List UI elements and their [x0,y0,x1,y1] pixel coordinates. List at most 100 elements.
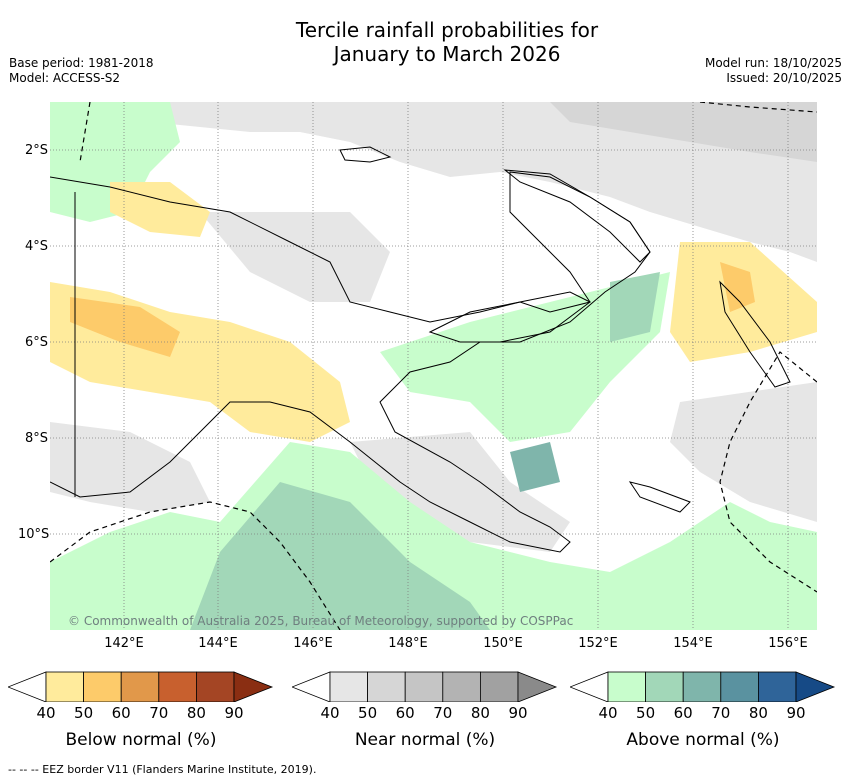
colorbar-segment [607,671,646,702]
near-normal-region-ne-dark [550,102,817,162]
colorbar-tick-label: 60 [111,704,131,722]
colorbar-segment [442,671,481,702]
colorbar-segment [158,671,197,702]
ticks-above-normal: 40 50 60 70 80 90 [570,704,836,722]
colorbar-segment [45,671,84,702]
colorbar-segment [120,671,160,702]
lat-label-4s: 4°S [24,239,48,254]
coastlines [50,146,791,553]
colorbar-tick-label: 80 [470,704,490,722]
near-normal-region-east [670,382,817,522]
lat-label-6s: 6°S [24,335,48,350]
ticks-below-normal: 40 50 60 70 80 90 [8,704,274,722]
legend-near-normal: 40 50 60 70 80 90 Near normal (%) [292,668,558,758]
colorbar-left-extension [8,671,47,702]
louisiade-outline [628,481,691,513]
below-normal-region-east-mid [720,262,755,312]
colorbar-left-extension [570,671,609,702]
colorbar-segment [720,671,759,702]
eez-border-south-west [50,501,341,630]
eez-border-west [79,102,91,163]
model-run-text: Model run: 18/10/2025 [704,56,842,70]
colorbar-tick-label: 90 [224,704,244,722]
lon-label-142e: 142°E [104,636,144,651]
below-normal-region-north [110,182,210,237]
above-normal-region-east-mid [510,442,560,492]
colorbar-tick-label: 50 [636,704,656,722]
near-normal-region-north [150,102,817,262]
above-normal-region-nw [50,102,180,222]
colorbar-segment [404,671,444,702]
eez-border-east [719,351,817,593]
issued-text: Issued: 20/10/2025 [726,71,842,85]
colorbar-segment [83,671,122,702]
lon-label-148e: 148°E [388,636,428,651]
ticks-near-normal: 40 50 60 70 80 90 [292,704,558,722]
colorbar-segment [195,671,235,702]
legend-title-above-normal: Above normal (%) [626,730,780,750]
colorbar-tick-label: 70 [433,704,453,722]
meta-right: Model run: 18/10/2025 Issued: 20/10/2025 [705,56,842,86]
legend-title-near-normal: Near normal (%) [354,730,496,750]
base-period-text: Base period: 1981-2018 [9,56,154,70]
near-normal-region-central [200,212,390,302]
colorbar-below-normal [8,671,274,702]
colorbar-tick-label: 40 [598,704,618,722]
colorbar-segment [757,671,797,702]
copyright-notice: © Commonwealth of Australia 2025, Bureau… [68,614,574,628]
map-panel [50,102,817,630]
colorbar-tick-label: 90 [508,704,528,722]
lon-label-156e: 156°E [768,636,808,651]
colorbar-segment [645,671,684,702]
new-ireland-outline [503,169,651,263]
legend-below-normal: 40 50 60 70 80 90 Below normal (%) [8,668,274,758]
colorbar-tick-label: 40 [36,704,56,722]
near-normal-region-west [50,422,210,512]
new-guinea-mainland-outline [50,171,651,553]
colorbar-segment [329,671,368,702]
colorbar-tick-label: 50 [358,704,378,722]
manus-outline [339,146,392,163]
lon-label-154e: 154°E [673,636,713,651]
lat-label-2s: 2°S [24,143,48,158]
above-normal-region-south-mid [190,482,490,630]
eez-borders [50,102,817,630]
lon-label-152e: 152°E [578,636,618,651]
colorbar-near-normal [292,671,558,702]
above-normal-region-central [380,272,670,442]
colorbar-tick-label: 80 [748,704,768,722]
colorbar-segment [367,671,406,702]
eez-footer-note: -- -- -- EEZ border V11 (Flanders Marine… [8,763,317,776]
legend-title-below-normal: Below normal (%) [65,730,217,750]
model-text: Model: ACCESS-S2 [9,71,121,85]
lon-label-150e: 150°E [483,636,523,651]
bougainville-outline [719,280,791,388]
colorbar-left-extension [292,671,331,702]
colorbar-right-extension [233,671,274,702]
colorbar-tick-label: 50 [74,704,94,722]
title-line-1: Tercile rainfall probabilities for [295,18,599,42]
colorbar-tick-label: 70 [711,704,731,722]
lat-label-10s: 10°S [18,527,50,542]
colorbar-segment [682,671,722,702]
meta-left: Base period: 1981-2018 Model: ACCESS-S2 [9,56,154,86]
colorbar-right-extension [795,671,836,702]
colorbar-tick-label: 70 [149,704,169,722]
lat-label-8s: 8°S [24,431,48,446]
legend-above-normal: 40 50 60 70 80 90 Above normal (%) [570,668,836,758]
colorbar-tick-label: 60 [673,704,693,722]
title-line-2: January to March 2026 [333,42,561,66]
probability-map [50,102,817,630]
lon-label-144e: 144°E [198,636,238,651]
colorbar-tick-label: 90 [786,704,806,722]
new-britain-outline [428,291,591,343]
lon-label-146e: 146°E [293,636,333,651]
colorbar-tick-label: 40 [320,704,340,722]
colorbar-tick-label: 80 [186,704,206,722]
colorbar-tick-label: 60 [395,704,415,722]
above-normal-region-central-mid [610,272,660,342]
colorbar-above-normal [570,671,836,702]
colorbar-right-extension [517,671,558,702]
map-title: Tercile rainfall probabilities for Janua… [225,18,669,66]
colorbar-segment [479,671,519,702]
